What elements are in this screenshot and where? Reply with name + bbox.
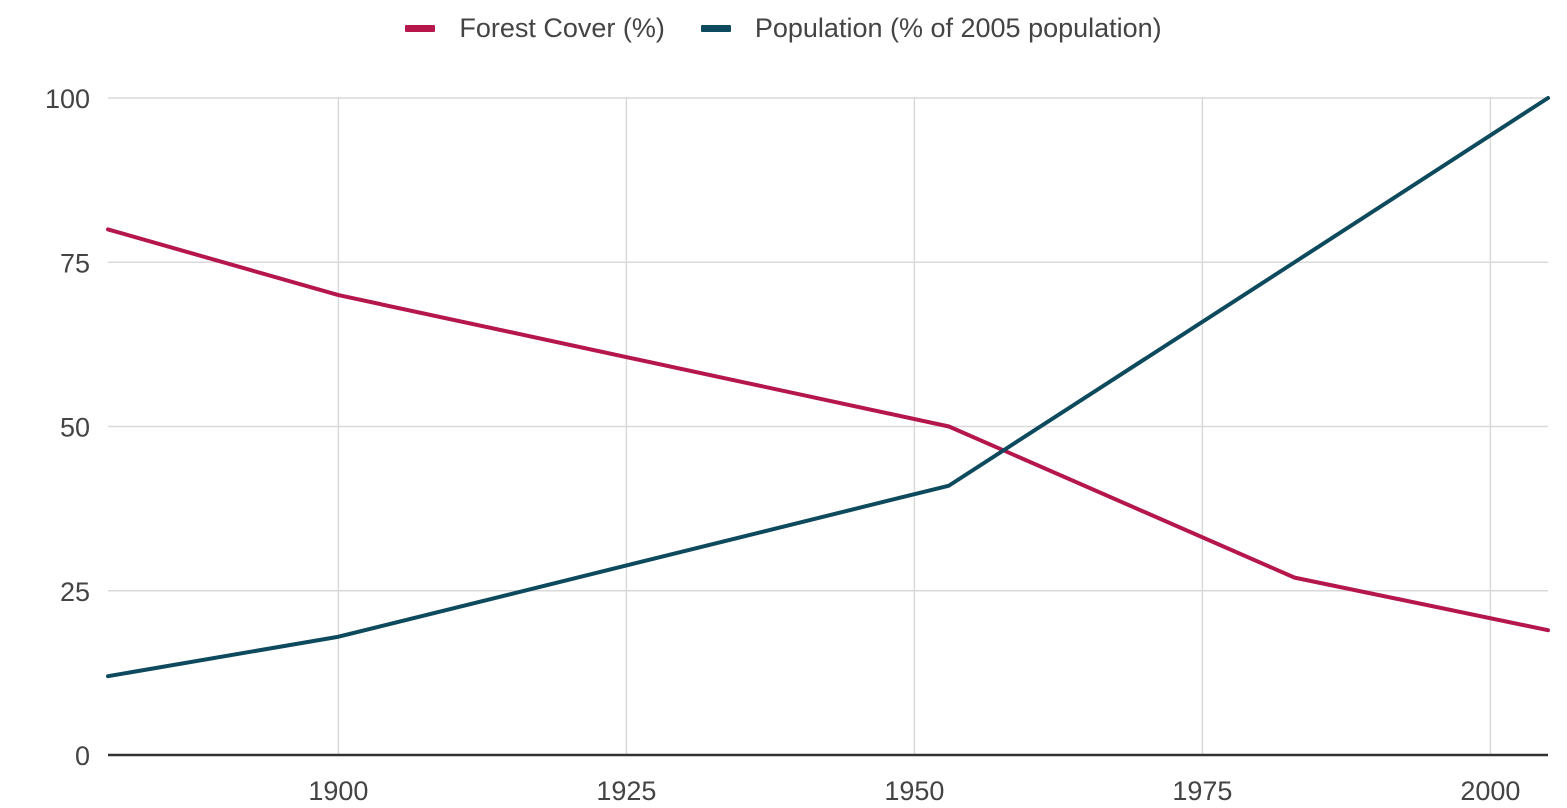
legend-item-forest-cover: Forest Cover (%) — [405, 13, 665, 44]
x-tick-label-1925: 1925 — [596, 776, 656, 806]
legend-swatch-population — [700, 24, 731, 32]
y-tick-label-25: 25 — [60, 577, 90, 607]
legend-label-population: Population (% of 2005 population) — [754, 12, 1162, 43]
series-lines — [106, 96, 1550, 679]
y-tick-label-100: 100 — [45, 84, 90, 114]
series-line-1 — [106, 96, 1550, 679]
y-tick-label-50: 50 — [60, 413, 90, 443]
legend-label-forest-cover: Forest Cover (%) — [459, 12, 665, 43]
x-tick-label-1900: 1900 — [308, 776, 368, 806]
grid-lines — [108, 97, 1548, 755]
x-tick-label-2000: 2000 — [1460, 776, 1520, 806]
tick-labels: 0 25 50 75 100 1900 1925 1950 1975 2000 — [45, 84, 1521, 806]
x-tick-label-1975: 1975 — [1172, 776, 1232, 806]
x-tick-label-1950: 1950 — [884, 776, 944, 806]
series-line-0 — [106, 227, 1550, 633]
legend-item-population: Population (% of 2005 population) — [700, 12, 1162, 44]
legend-swatch-forest-cover — [405, 24, 436, 32]
y-tick-label-75: 75 — [60, 248, 90, 278]
chart-legend: Forest Cover (%) Population (% of 2005 p… — [0, 8, 1567, 48]
y-tick-label-0: 0 — [75, 741, 90, 771]
